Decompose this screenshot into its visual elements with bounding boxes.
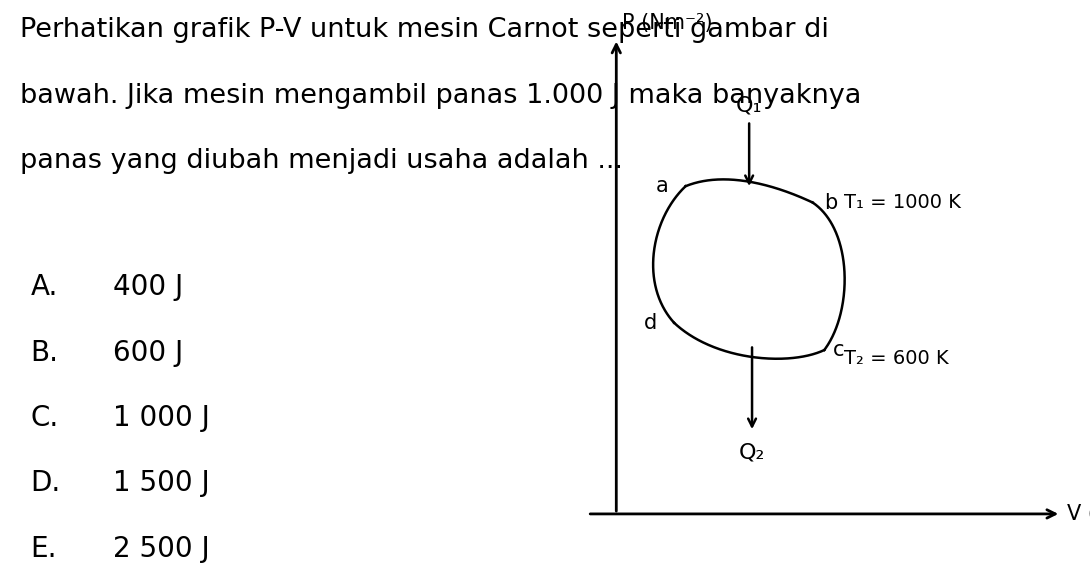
Text: 2 500 J: 2 500 J xyxy=(112,535,209,563)
Text: A.: A. xyxy=(31,273,58,301)
Text: B.: B. xyxy=(31,339,59,366)
Text: panas yang diubah menjadi usaha adalah ...: panas yang diubah menjadi usaha adalah .… xyxy=(21,148,623,174)
Text: Q₂: Q₂ xyxy=(739,443,765,463)
Text: D.: D. xyxy=(31,469,61,497)
Text: 400 J: 400 J xyxy=(112,273,183,301)
Text: T₁ = 1000 K: T₁ = 1000 K xyxy=(845,193,961,212)
Text: Q₁: Q₁ xyxy=(736,95,762,115)
Text: Perhatikan grafik P-V untuk mesin Carnot seperti gambar di: Perhatikan grafik P-V untuk mesin Carnot… xyxy=(21,17,829,43)
Text: 600 J: 600 J xyxy=(112,339,183,366)
Text: d: d xyxy=(643,313,656,333)
Text: a: a xyxy=(655,176,668,196)
Text: bawah. Jika mesin mengambil panas 1.000 J maka banyaknya: bawah. Jika mesin mengambil panas 1.000 … xyxy=(21,83,862,109)
Text: T₂ = 600 K: T₂ = 600 K xyxy=(845,349,949,368)
Text: c: c xyxy=(833,340,845,360)
Text: P (Nm⁻²): P (Nm⁻²) xyxy=(622,13,713,33)
Text: V (m³): V (m³) xyxy=(1067,504,1090,524)
Text: 1 000 J: 1 000 J xyxy=(112,404,209,432)
Text: 1 500 J: 1 500 J xyxy=(112,469,209,497)
Text: E.: E. xyxy=(31,535,58,563)
Text: b: b xyxy=(824,192,837,213)
Text: C.: C. xyxy=(31,404,59,432)
